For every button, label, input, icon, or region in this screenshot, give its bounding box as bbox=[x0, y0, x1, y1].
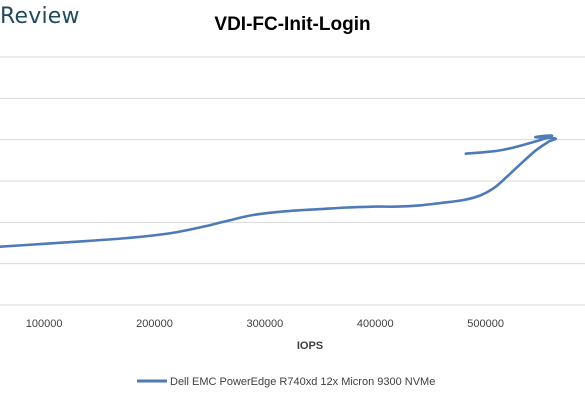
legend: Dell EMC PowerEdge R740xd 12x Micron 930… bbox=[137, 376, 435, 388]
gridlines bbox=[0, 56, 585, 306]
x-tick-label: 100000 bbox=[26, 318, 63, 330]
brand-logo: Review bbox=[0, 4, 80, 29]
chart-title: VDI-FC-Init-Login bbox=[214, 14, 371, 35]
legend-label: Dell EMC PowerEdge R740xd 12x Micron 930… bbox=[170, 376, 435, 388]
x-tick-label: 200000 bbox=[136, 318, 173, 330]
x-tick-label: 500000 bbox=[467, 318, 504, 330]
x-axis-title: IOPS bbox=[297, 340, 323, 352]
x-tick-label: 300000 bbox=[247, 318, 284, 330]
series-lines bbox=[0, 134, 557, 248]
series-line bbox=[0, 134, 557, 248]
x-tick-label: 400000 bbox=[357, 318, 394, 330]
x-tick-labels: 100000 200000 300000 400000 500000 bbox=[26, 318, 504, 330]
